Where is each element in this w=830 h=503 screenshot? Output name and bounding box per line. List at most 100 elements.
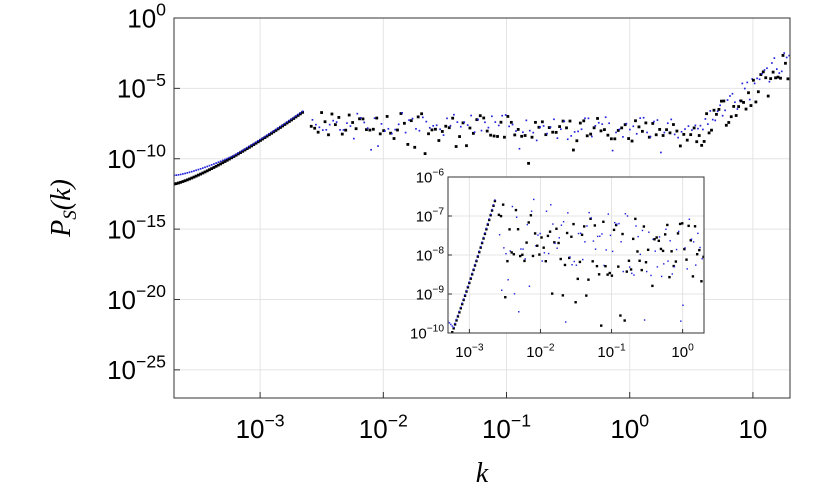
main-point-black-168 [396, 128, 399, 132]
main-point-black-134 [337, 116, 341, 119]
inset-point-blue-147 [582, 258, 584, 261]
inset-point-black-44 [478, 250, 481, 254]
inset-point-blue-213 [652, 238, 654, 240]
inset-point-blue-255 [697, 232, 699, 235]
main-point-blue-231 [504, 114, 507, 116]
main-point-black-326 [668, 131, 672, 135]
main-point-blue-29 [204, 166, 206, 169]
main-point-blue-45 [221, 159, 224, 162]
main-point-black-152 [368, 128, 372, 132]
main-point-black-298 [620, 126, 624, 130]
main-point-black-248 [534, 120, 537, 124]
main-point-black-144 [354, 127, 358, 131]
main-point-blue-383 [746, 81, 749, 84]
inset-point-black-84 [514, 208, 518, 212]
main-point-blue-23 [197, 168, 200, 171]
main-point-blue-365 [724, 109, 726, 112]
inset-point-black-182 [619, 314, 622, 317]
main-point-blue-291 [608, 122, 610, 125]
main-point-blue-213 [473, 131, 476, 133]
inset-point-blue-67 [494, 199, 496, 201]
inset-point-black-146 [580, 233, 584, 237]
main-point-blue-181 [418, 129, 421, 132]
inset-point-blue-217 [656, 266, 659, 268]
main-point-black-48 [225, 158, 229, 162]
inset-point-blue-177 [614, 221, 616, 224]
main-point-black-52 [230, 156, 234, 160]
inset-point-black-228 [668, 275, 671, 279]
main-point-blue-17 [190, 170, 193, 173]
inset-point-blue-115 [547, 252, 550, 255]
main-point-black-234 [509, 120, 513, 124]
main-point-black-22 [196, 173, 200, 177]
main-point-blue-197 [446, 117, 448, 120]
inset-point-blue-171 [607, 213, 610, 215]
main-point-black-260 [554, 130, 558, 134]
main-point-blue-335 [684, 128, 686, 130]
main-point-blue-375 [736, 108, 739, 110]
main-point-blue-379 [741, 82, 744, 85]
main-point-blue-43 [219, 160, 222, 163]
main-point-blue-385 [748, 98, 751, 101]
inset-point-black-178 [614, 223, 618, 227]
inset-point-blue-215 [654, 250, 656, 252]
inset-point-blue-191 [628, 266, 631, 268]
main-point-black-414 [784, 61, 787, 65]
main-point-blue-77 [257, 139, 260, 142]
main-point-black-216 [478, 114, 482, 118]
main-point-blue-19 [193, 170, 195, 172]
main-point-blue-33 [208, 164, 211, 167]
main-point-black-390 [754, 100, 758, 104]
main-point-blue-67 [246, 146, 249, 149]
inset-point-blue-225 [665, 228, 667, 231]
inset-point-black-92 [523, 259, 526, 263]
main-data-points [174, 52, 790, 186]
main-point-black-44 [221, 161, 225, 165]
main-point-blue-369 [729, 95, 731, 97]
inset-point-blue-137 [571, 263, 573, 266]
inset-point-black-134 [568, 256, 571, 260]
main-point-black-360 [717, 108, 721, 111]
inset-point-blue-183 [620, 241, 622, 243]
main-point-blue-277 [584, 117, 586, 120]
main-point-black-8 [181, 180, 185, 183]
inset-point-blue-109 [541, 260, 543, 262]
inset-point-black-240 [681, 222, 684, 225]
inset-point-blue-149 [584, 241, 586, 243]
main-point-blue-117 [301, 110, 304, 113]
inset-point-blue-243 [684, 247, 686, 249]
main-point-black-348 [702, 140, 706, 143]
inset-point-blue-131 [564, 321, 567, 323]
main-point-black-160 [382, 129, 386, 133]
inset-point-blue-201 [639, 253, 642, 256]
main-point-black-256 [547, 126, 551, 129]
main-point-blue-79 [259, 138, 262, 141]
inset-point-blue-39 [474, 263, 476, 266]
main-point-blue-323 [663, 131, 666, 134]
inset-point-black-78 [508, 228, 511, 231]
main-point-black-46 [223, 160, 227, 163]
inset-point-blue-83 [513, 293, 516, 295]
inset-point-black-168 [604, 265, 607, 268]
main-point-black-92 [274, 128, 278, 132]
inset-y-tick-label-0: 10−6 [416, 168, 445, 187]
main-point-blue-307 [635, 132, 638, 135]
main-point-blue-37 [213, 163, 215, 165]
main-point-blue-275 [580, 128, 583, 131]
main-point-blue-9 [182, 173, 184, 175]
inset-point-blue-45 [478, 250, 480, 252]
main-point-black-386 [749, 104, 753, 107]
inset-point-black-222 [661, 249, 665, 253]
main-point-black-150 [365, 128, 368, 132]
inset-point-blue-9 [452, 326, 455, 329]
main-point-blue-397 [763, 69, 766, 71]
main-y-tick-label-5: 10−25 [107, 352, 166, 386]
main-point-blue-111 [295, 115, 297, 117]
main-point-black-12 [185, 178, 189, 182]
inset-y-tick-label-2: 10−8 [416, 246, 445, 265]
main-point-blue-273 [577, 130, 579, 133]
main-point-blue-11 [184, 172, 186, 175]
inset-point-black-114 [546, 234, 550, 238]
main-point-black-208 [465, 144, 468, 148]
inset-point-black-116 [548, 230, 552, 233]
